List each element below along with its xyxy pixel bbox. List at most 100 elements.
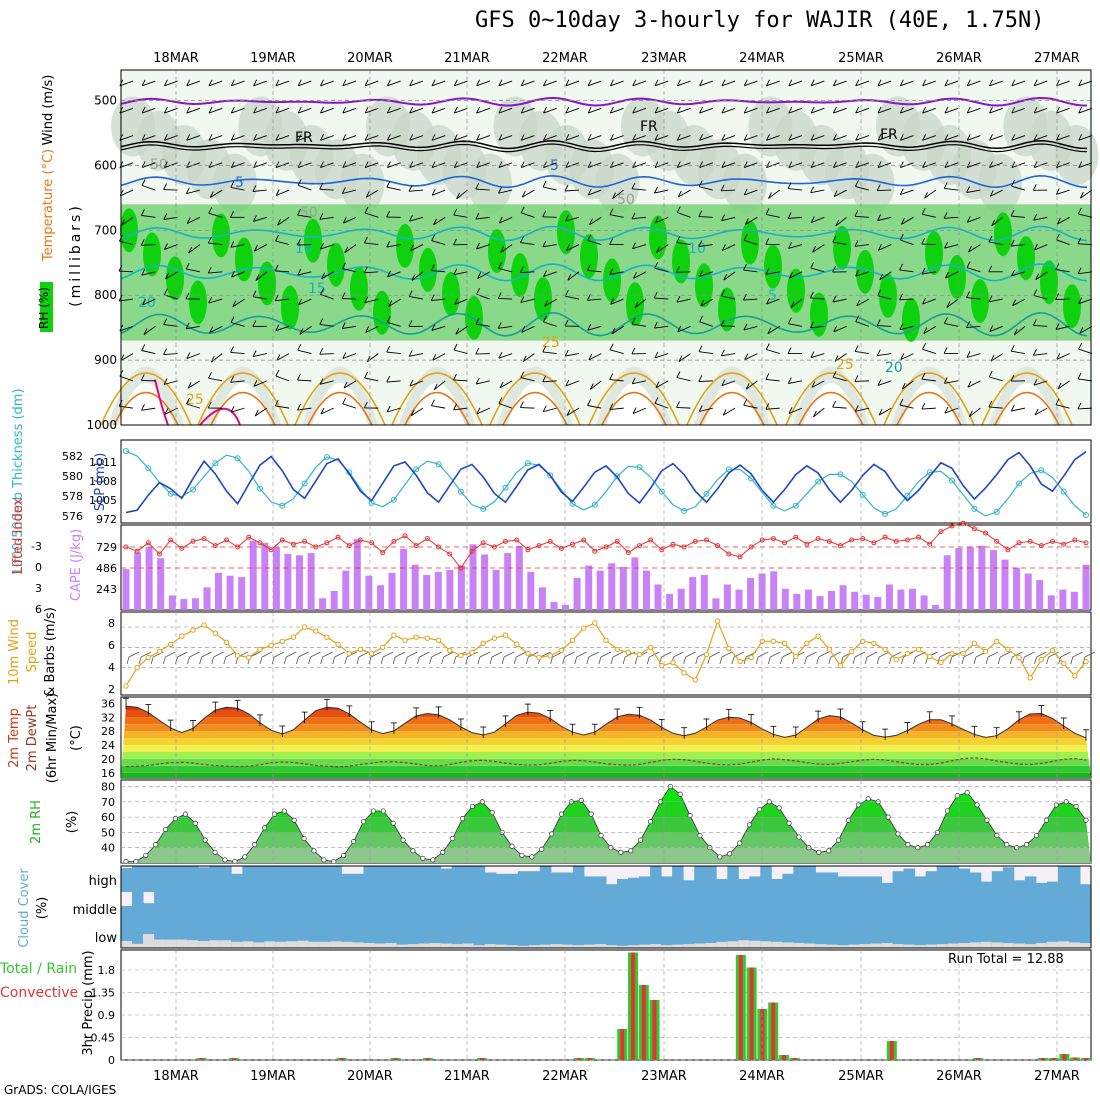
cape-bar xyxy=(666,593,674,610)
wind-barb-flag xyxy=(476,106,481,114)
axis-label-degc: (°C) xyxy=(69,725,84,751)
wind-barb xyxy=(810,267,825,273)
wind-barb-10m xyxy=(721,651,733,658)
temp-tick-label: 32 xyxy=(101,711,115,724)
wind-barb xyxy=(543,271,557,278)
wind-barb-10m xyxy=(564,651,575,658)
contour-label: 25 xyxy=(542,335,560,351)
thickness-tick-label: 582 xyxy=(62,450,83,463)
wind-barb xyxy=(164,135,178,141)
wind-barb-10m xyxy=(854,651,866,658)
wind-barb-10m xyxy=(128,651,140,658)
wind-barb xyxy=(698,351,713,355)
wind-barb xyxy=(924,189,937,199)
wind-barb-flag xyxy=(542,345,547,353)
wind-speed-point xyxy=(927,653,933,660)
cloud-cover-high xyxy=(1069,866,1081,892)
wind-barb xyxy=(944,107,959,114)
lifted-index-point xyxy=(748,544,754,550)
wind-barb-flag xyxy=(944,406,949,414)
wind-barb-flag xyxy=(141,268,146,276)
wind-barb xyxy=(477,271,491,279)
cape-bar xyxy=(608,563,616,610)
axis-label-rh: RH (%) xyxy=(37,287,51,329)
rh-shade-high xyxy=(764,244,782,289)
cloud-low-blue xyxy=(1080,920,1092,948)
wind-barb xyxy=(321,271,334,280)
wind-barb-flag xyxy=(677,190,682,198)
cloud-cover-middle xyxy=(749,892,761,920)
cape-bar xyxy=(874,596,882,610)
wind-barb xyxy=(476,244,490,250)
wind-barb-flag xyxy=(744,218,749,225)
cloud-cover-low xyxy=(1024,944,1037,948)
wind-barb xyxy=(1077,407,1092,410)
contour-label: 5 xyxy=(235,175,244,191)
wind-barb xyxy=(989,189,1003,197)
cloud-cover-low xyxy=(363,943,375,948)
wind-barb-flag xyxy=(1077,372,1082,380)
cloud-low-blue xyxy=(738,920,750,948)
wind-barb-flag xyxy=(832,295,837,303)
rh-point xyxy=(291,817,297,823)
wind-barb-flag xyxy=(1055,263,1060,270)
wind-barb-flag xyxy=(1012,299,1017,306)
wind-barb xyxy=(989,107,1003,114)
wind-barb xyxy=(1055,298,1070,301)
wind-barb-flag xyxy=(654,79,659,87)
wind-barb-10m xyxy=(491,651,503,658)
precip-convective-bar xyxy=(393,1058,398,1060)
cape-bar xyxy=(735,589,743,610)
wind-barb xyxy=(141,135,156,141)
cape-bar xyxy=(388,572,396,610)
wind-barb xyxy=(431,325,446,331)
wind-barb xyxy=(409,107,424,114)
wind-barb-flag xyxy=(253,161,258,168)
wind-barb xyxy=(566,407,580,416)
wind-barb xyxy=(590,380,602,390)
wind-barb-flag xyxy=(587,399,592,406)
cloud-low-blue xyxy=(892,920,905,948)
wind-speed-point xyxy=(781,640,788,646)
rh-point xyxy=(1024,842,1030,848)
wind-barb-flag xyxy=(520,79,525,87)
wind-barb-flag xyxy=(564,184,569,192)
cloud-cover-low xyxy=(176,939,188,948)
cloud-cover-low xyxy=(628,945,640,948)
rh-point xyxy=(450,835,456,842)
wind-barb-flag xyxy=(275,161,280,168)
wind-barb xyxy=(453,407,468,411)
wind-barb-flag xyxy=(611,327,616,335)
cloud-low-blue xyxy=(617,920,629,948)
wind-barb-flag xyxy=(163,378,168,385)
wind-barb xyxy=(989,80,1003,87)
wind-barb-flag xyxy=(497,322,502,329)
thickness-point xyxy=(480,505,487,512)
wind-speed-point xyxy=(603,637,609,643)
wind-barb-flag xyxy=(654,351,659,359)
wind-barb-flag xyxy=(542,375,547,383)
wind-barb xyxy=(1011,135,1026,141)
wind-barb-flag xyxy=(456,192,461,200)
wind-barb xyxy=(208,298,223,304)
wind-barb xyxy=(743,298,758,301)
cloud-cover-low xyxy=(143,934,155,948)
wind-barb xyxy=(966,189,981,193)
cloud-cover-middle xyxy=(407,892,420,920)
wind-barb xyxy=(766,107,780,114)
wind-barb xyxy=(1033,135,1048,141)
wind-barb xyxy=(855,271,870,277)
wind-barb xyxy=(1033,295,1048,300)
cloud-cover-middle xyxy=(969,892,982,920)
wind-barb-flag xyxy=(631,377,636,385)
wind-barb xyxy=(319,216,334,220)
wind-barb xyxy=(566,244,580,252)
wind-barb-flag xyxy=(163,318,168,325)
cape-bar xyxy=(457,565,465,610)
rh-point xyxy=(410,848,416,854)
wind-barb-flag xyxy=(386,106,391,114)
wind-barb-flag xyxy=(564,349,569,357)
wind-barb xyxy=(409,353,423,357)
rh-point xyxy=(687,813,693,819)
wind-barb xyxy=(1056,353,1070,360)
